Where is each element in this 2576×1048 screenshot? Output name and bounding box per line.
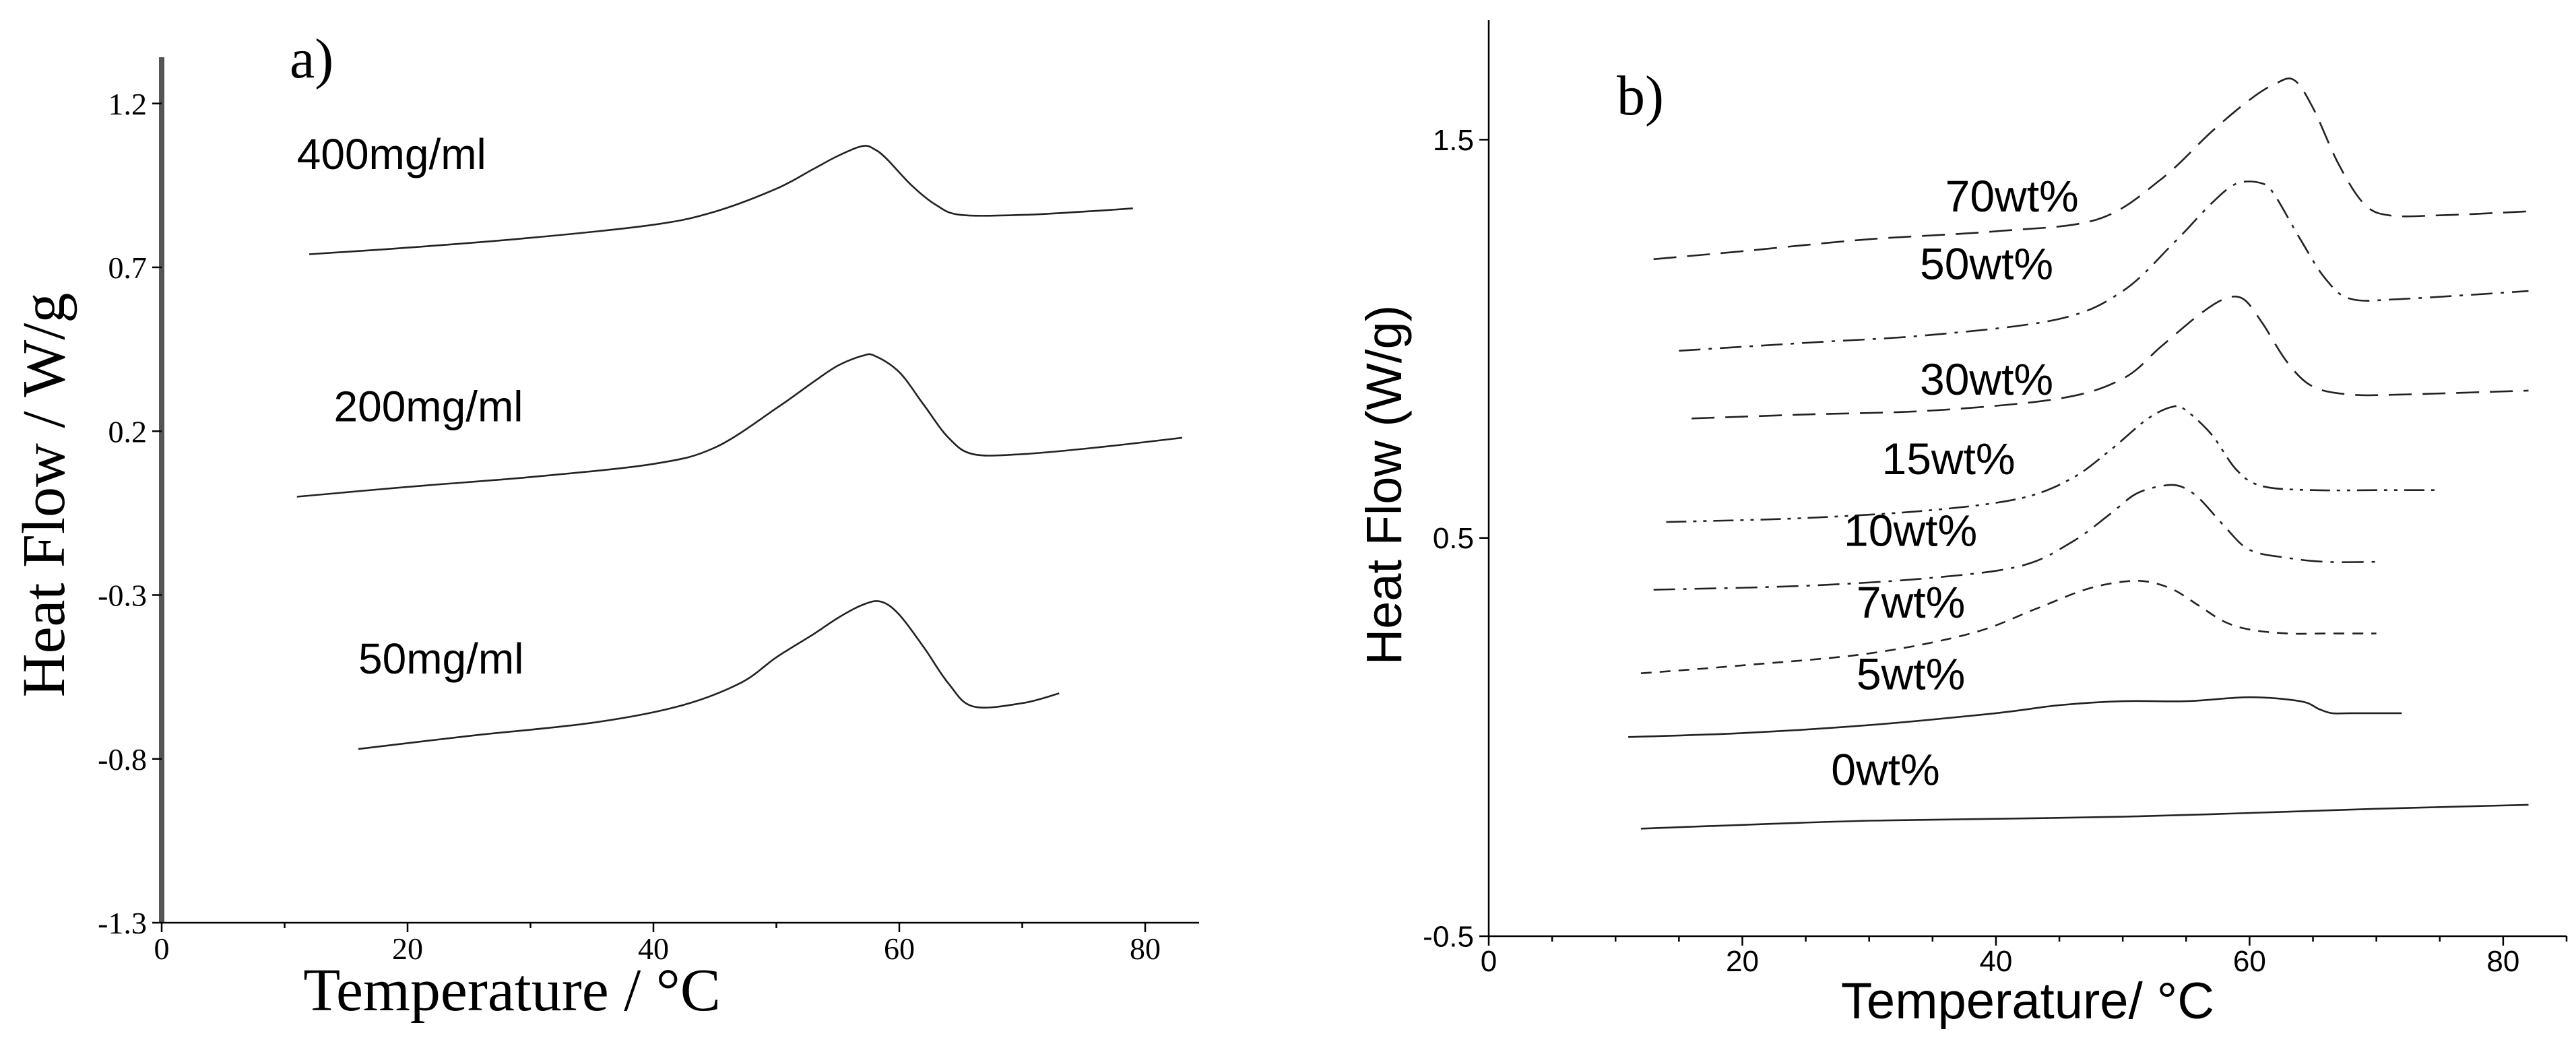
a-x-tick-label: 60 [884,931,915,966]
b-series-label-70wt: 70wt% [1945,171,2079,221]
a-y-tick-label: -1.3 [98,906,147,940]
b-series-label-30wt: 30wt% [1920,354,2053,404]
a-y-tick-label: -0.3 [98,579,147,613]
b-series-line-15wt [1666,405,2440,523]
a-x-tick-label: 40 [638,931,669,966]
panel-a: -1.3 -0.8 -0.3 0.2 0.7 1.2 0 20 40 60 80 400mg/ml… [11,28,1199,1024]
a-y-tick-label: 1.2 [108,87,148,121]
b-series-line-7wt [1640,579,2377,674]
b-series-line-10wt [1653,484,2377,591]
b-series-label-50wt: 50wt% [1920,238,2053,288]
a-series-label-50mgml: 50mg/ml [358,634,523,683]
b-series-line-0wt [1640,804,2529,830]
b-y-tick-label: 1.5 [1433,124,1474,157]
b-x-tick-label: 20 [1726,945,1759,978]
a-series-line-200mgml [296,353,1182,498]
b-series-label-10wt: 10wt% [1844,506,1977,556]
a-series-line-50mgml [358,600,1060,750]
a-y-tick-label: 0.7 [108,251,148,285]
b-x-tick-label: 0 [1481,945,1497,978]
b-x-tick-label: 80 [2486,945,2519,978]
a-y-tick-label: 0.2 [108,414,148,449]
panel-a-x-axis-title: Temperature / °C [303,957,720,1024]
panel-a-y-axis-title: Heat Flow / W/g [11,293,77,698]
panel-b: -0.5 0.5 1.5 0 20 40 60 80 70wt% 50wt% 30wt% 15wt… [1356,20,2568,1030]
b-series-label-15wt: 15wt% [1882,434,2016,484]
a-y-tick-label: -0.8 [98,742,147,777]
b-series-line-30wt [1692,295,2529,420]
b-series-label-5wt: 5wt% [1857,649,1965,698]
b-series-label-7wt: 7wt% [1857,577,1965,627]
b-series-line-50wt [1679,181,2529,352]
b-x-tick-label: 40 [1979,945,2012,978]
a-x-tick-label: 0 [154,931,170,966]
panel-a-label: a) [290,28,333,90]
b-y-tick-label: 0.5 [1433,522,1474,555]
a-series-label-400mgml: 400mg/ml [297,130,486,178]
b-x-tick-label: 60 [2233,945,2266,978]
a-x-tick-label: 80 [1130,931,1161,966]
b-series-label-0wt: 0wt% [1831,744,1939,794]
panel-b-y-axis-title: Heat Flow (W/g) [1356,305,1412,665]
a-series-line-400mgml [309,145,1133,255]
b-series-line-70wt [1653,77,2529,261]
a-x-tick-label: 20 [392,931,423,966]
a-series-label-200mgml: 200mg/ml [334,383,523,431]
b-series-line-5wt [1628,696,2402,738]
panel-b-x-axis-title: Temperature/ °C [1841,973,2214,1030]
panel-b-label: b) [1617,65,1664,127]
b-y-tick-label: -0.5 [1423,920,1474,953]
